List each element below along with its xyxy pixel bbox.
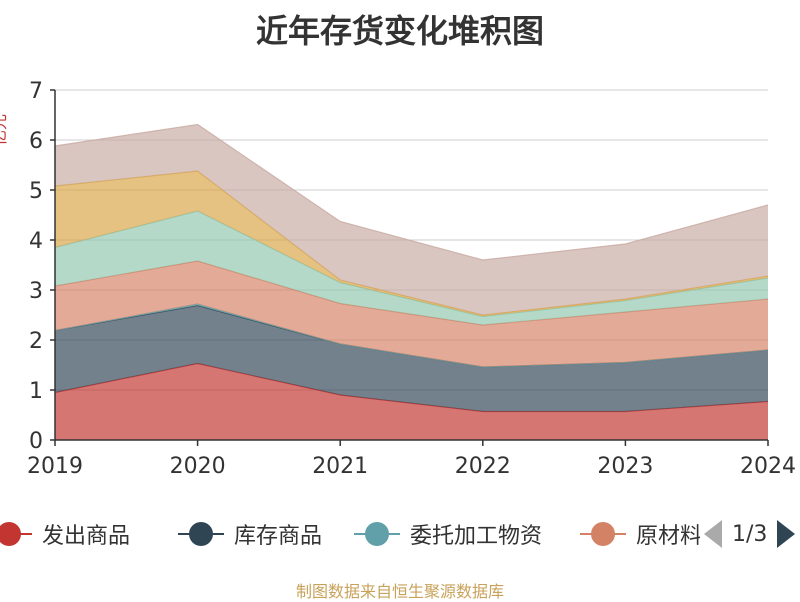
y-tick-label-5: 5 xyxy=(29,179,43,204)
legend-item-2[interactable]: 委托加工物资 xyxy=(354,518,542,550)
pager-prev-arrow-icon[interactable] xyxy=(704,520,722,548)
series-area-1 xyxy=(55,305,768,412)
y-tick-label-4: 4 xyxy=(29,229,43,254)
x-tick-label-0: 2019 xyxy=(27,454,83,479)
legend-dot-2 xyxy=(365,522,389,546)
x-tick-label-5: 2024 xyxy=(740,454,796,479)
y-axis-label: 亿元 xyxy=(0,113,10,147)
series-area-4 xyxy=(55,211,768,325)
legend-label-2: 委托加工物资 xyxy=(410,524,543,549)
series-area-6 xyxy=(55,124,768,315)
y-tick-label-1: 1 xyxy=(29,379,43,404)
x-tick-label-4: 2023 xyxy=(597,454,653,479)
y-tick-label-6: 6 xyxy=(29,129,43,154)
legend-label-0: 发出商品 xyxy=(42,524,131,549)
legend: 发出商品 库存商品 委托加工物资 原材料 xyxy=(0,518,800,550)
pager-next-arrow-icon[interactable] xyxy=(777,520,796,548)
legend-swatch-2 xyxy=(354,520,400,548)
series-line-6 xyxy=(54,123,769,261)
x-tick-label-1: 2020 xyxy=(170,454,226,479)
data-source-note: 制图数据来自恒生聚源数据库 xyxy=(295,582,504,601)
y-tick-label-2: 2 xyxy=(29,329,43,354)
pager-text: 1/3 xyxy=(732,521,768,547)
y-tick-label-0: 0 xyxy=(29,429,43,454)
legend-item-1[interactable]: 库存商品 xyxy=(178,518,322,550)
series-area-5 xyxy=(55,171,768,317)
x-tick-label-2: 2021 xyxy=(312,454,368,479)
legend-swatch-3 xyxy=(580,520,626,548)
legend-pager: 1/3 xyxy=(700,518,800,550)
legend-dot-1 xyxy=(189,522,213,546)
legend-swatch-0 xyxy=(0,520,32,548)
legend-item-0[interactable]: 发出商品 xyxy=(0,518,130,550)
chart-title: 近年存货变化堆积图 xyxy=(255,12,544,50)
legend-item-3[interactable]: 原材料 xyxy=(580,518,702,550)
y-tick-label-3: 3 xyxy=(29,279,43,304)
legend-dot-3 xyxy=(591,522,615,546)
x-tick-label-3: 2022 xyxy=(455,454,511,479)
legend-swatch-1 xyxy=(178,520,224,548)
series-area-3 xyxy=(55,261,768,367)
y-tick-label-7: 7 xyxy=(29,79,43,104)
legend-label-1: 库存商品 xyxy=(234,524,323,549)
legend-label-3: 原材料 xyxy=(636,524,703,549)
legend-dot-0 xyxy=(0,522,21,546)
series-area-0 xyxy=(55,363,768,440)
